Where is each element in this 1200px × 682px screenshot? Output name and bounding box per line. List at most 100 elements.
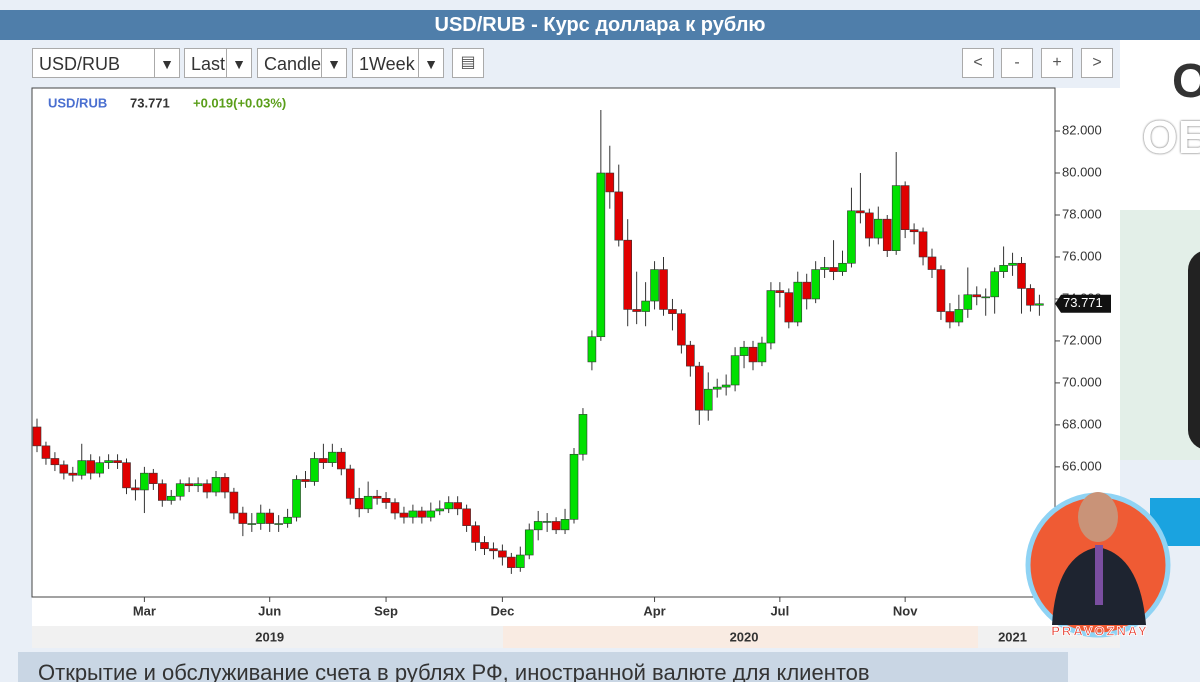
zoom-out-button[interactable]: -: [1001, 48, 1033, 78]
candle-body: [963, 294, 973, 310]
candle-body: [623, 239, 633, 310]
candle-body: [453, 502, 462, 510]
period-dropdown[interactable]: 1Week ▼: [352, 48, 444, 78]
candle-body: [283, 516, 292, 524]
candle-body: [336, 451, 346, 470]
y-tick-label: 70.000: [1062, 374, 1102, 389]
candle-body: [990, 271, 999, 298]
candle-body: [301, 479, 310, 482]
candle-body: [363, 495, 373, 510]
candle-body: [900, 185, 910, 230]
candle-body: [1017, 262, 1026, 289]
candle-body: [158, 483, 167, 501]
avatar: PRAVOZNAY: [1025, 492, 1171, 639]
candle-body: [417, 510, 427, 518]
candle-body: [390, 502, 400, 514]
candle-body: [202, 483, 212, 493]
candle-body: [694, 365, 704, 411]
scroll-left-button[interactable]: <: [962, 48, 994, 78]
candle-body: [641, 300, 650, 312]
candle-body: [775, 290, 785, 293]
dropdown-arrow: ▼: [418, 49, 443, 77]
zoom-in-button[interactable]: +: [1041, 48, 1073, 78]
candle-body: [265, 512, 275, 524]
candle-body: [59, 464, 69, 474]
candle-body: [489, 548, 498, 552]
candle-body: [659, 269, 668, 310]
candle-body: [211, 477, 221, 493]
y-tick-label: 82.000: [1062, 122, 1102, 137]
year-band: [503, 626, 978, 648]
year-label: 2019: [255, 629, 284, 644]
plot-frame: [31, 87, 1056, 598]
legend-change: +0.019(+0.03%): [193, 95, 286, 110]
candle-body: [86, 460, 95, 474]
candle-body: [399, 512, 409, 518]
candle-body: [766, 290, 776, 344]
candle-body: [328, 451, 337, 463]
x-tick-label: Mar: [133, 603, 156, 618]
style-value: Candle: [264, 54, 322, 74]
symbol-dropdown[interactable]: USD/RUB ▼: [32, 48, 180, 78]
candle-body: [533, 521, 543, 531]
period-value: 1Week: [359, 54, 415, 74]
chart: USD/RUB 73.771 +0.019(+0.03%) 66.000 68.0…: [31, 87, 1120, 648]
candle-body: [945, 311, 955, 323]
candle-body: [757, 342, 767, 363]
candle-body: [820, 267, 829, 270]
candle-body: [802, 281, 812, 300]
legend-symbol: USD/RUB: [48, 95, 107, 110]
candle-body: [113, 460, 122, 463]
style-dropdown[interactable]: Candle ▼: [257, 48, 347, 78]
candle-body: [784, 292, 794, 323]
candle-body: [515, 554, 525, 568]
candle-body: [927, 256, 937, 270]
candle-body: [712, 386, 722, 390]
y-tick-label: 78.000: [1062, 206, 1102, 221]
candle-body: [793, 281, 803, 323]
candle-body: [1026, 288, 1035, 306]
bottom-banner: Открытие и обслуживание счета в рублях Р…: [18, 652, 1068, 682]
year-label: 2021: [998, 629, 1027, 644]
candle-body: [686, 344, 695, 367]
candle-body: [856, 210, 865, 214]
field-dropdown[interactable]: Last ▼: [184, 48, 252, 78]
page-title: USD/RUB - Курс доллара к рублю: [0, 10, 1200, 40]
candle-body: [140, 472, 149, 491]
candle-body: [748, 346, 758, 363]
candle-body: [936, 269, 946, 312]
candle-body: [981, 296, 991, 299]
candle-body: [560, 519, 570, 531]
candle-body: [918, 231, 928, 258]
year-band: [32, 626, 503, 648]
side-ad-text: О: [1172, 55, 1200, 108]
candle-body: [578, 414, 588, 455]
candle-body: [471, 525, 480, 543]
candle-body: [32, 426, 42, 447]
candle-body: [873, 218, 883, 239]
scroll-right-button[interactable]: >: [1081, 48, 1113, 78]
candle-body: [605, 172, 615, 193]
candle-body: [184, 483, 194, 487]
symbol-value: USD/RUB: [39, 54, 121, 74]
candle-body: [444, 502, 454, 510]
candle-body: [668, 309, 677, 314]
y-tick-label: 68.000: [1062, 416, 1102, 431]
candle-body: [381, 498, 391, 503]
dropdown-arrow: ▼: [154, 49, 179, 77]
candle-body: [542, 521, 552, 523]
candle-body: [408, 510, 418, 518]
chart-panel: [32, 88, 1120, 648]
candle-body: [507, 556, 516, 568]
x-tick-label: Nov: [893, 603, 918, 618]
x-tick-label: Jul: [770, 603, 789, 618]
candle-body: [677, 313, 686, 346]
candle-body: [721, 384, 731, 388]
candle-body: [882, 218, 892, 251]
candle-body: [909, 229, 919, 233]
candle-body: [247, 523, 257, 525]
candle-body: [104, 460, 113, 463]
candle-body: [319, 458, 328, 463]
candle-body: [596, 172, 606, 338]
table-button[interactable]: ▤: [452, 48, 484, 78]
